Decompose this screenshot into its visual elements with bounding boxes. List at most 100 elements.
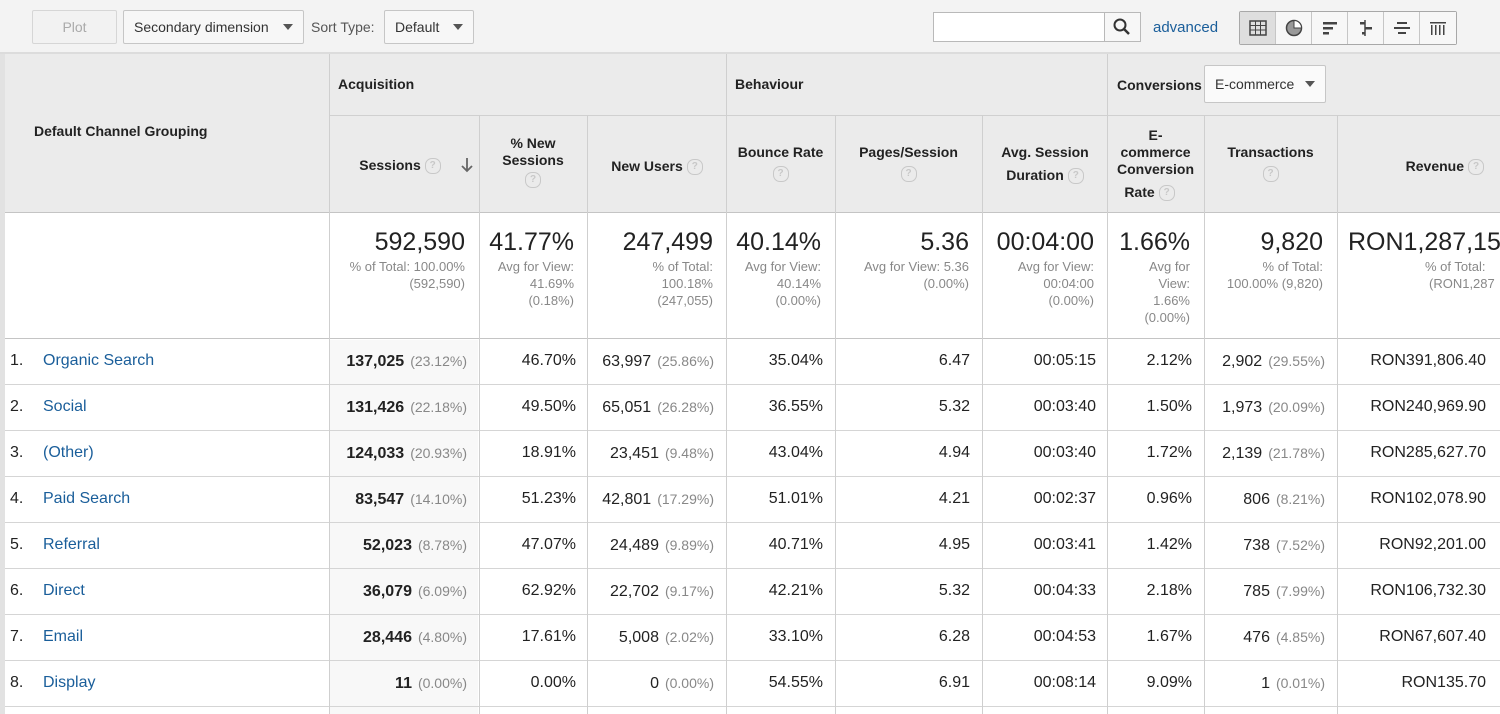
help-icon[interactable]: ? [424, 158, 441, 175]
new-users-cell: 23,451 (9.48%) [610, 443, 714, 464]
avg-session-duration-column-header[interactable]: Avg. Session Duration? [983, 144, 1107, 185]
new-users-header-label: New Users [611, 158, 683, 174]
revenue-cell-value: RON92,201.00 [1379, 536, 1486, 553]
secondary-dimension-label: Secondary dimension [134, 19, 269, 35]
dimension-header[interactable]: Default Channel Grouping [34, 123, 208, 139]
revenue-column-header[interactable]: Revenue? [1338, 158, 1500, 176]
transactions-column-header[interactable]: Transactions ? [1205, 144, 1336, 183]
search-button[interactable] [1105, 12, 1141, 42]
channel-link[interactable]: Direct [43, 582, 85, 599]
percentage-view-button[interactable] [1276, 12, 1312, 44]
revenue-cell-value: RON285,627.70 [1370, 444, 1486, 461]
conversions-goal-select[interactable]: E-commerce [1204, 65, 1326, 103]
comparison-view-button[interactable] [1348, 12, 1384, 44]
revenue-total: RON1,287,15 % of Total: (RON1,287 [1338, 228, 1500, 292]
table-search-input[interactable] [933, 12, 1105, 42]
toolbar-divider [0, 52, 1500, 54]
total-note: Avg for View: [1017, 259, 1094, 274]
new-sessions-cell-value: 46.70% [521, 352, 576, 369]
revenue-cell: RON102,078.90 [1370, 489, 1486, 509]
new-sessions-cell-value: 49.50% [521, 398, 576, 415]
pivot-view-button[interactable] [1420, 12, 1456, 44]
channel-link[interactable]: Email [43, 628, 84, 645]
conversion-rate-cell: 2.18% [1147, 581, 1192, 601]
new-users-cell-percent: (9.48%) [664, 445, 714, 461]
term-cloud-view-button[interactable] [1384, 12, 1420, 44]
new-users-column-header[interactable]: New Users? [589, 158, 725, 176]
sessions-cell-value: 28,446 [363, 629, 412, 646]
new-users-cell-percent: (9.89%) [664, 537, 714, 553]
help-icon[interactable]: ? [686, 159, 703, 176]
sessions-column-header[interactable]: Sessions? [330, 157, 478, 175]
new-sessions-column-header[interactable]: % New Sessions ? [480, 135, 586, 189]
row-divider [5, 614, 1500, 615]
new-users-cell-percent: (25.86%) [657, 353, 714, 369]
transactions-cell-percent: (21.78%) [1268, 445, 1325, 461]
help-icon[interactable]: ? [1158, 185, 1175, 202]
transactions-total-value: 9,820 [1260, 228, 1323, 256]
row-index: 8. [10, 674, 24, 691]
revenue-cell: RON285,627.70 [1370, 443, 1486, 463]
bounce-rate-column-header[interactable]: Bounce Rate ? [727, 144, 834, 183]
new-sessions-cell-value: 18.91% [521, 444, 576, 461]
performance-view-button[interactable] [1312, 12, 1348, 44]
advanced-filter-link[interactable]: advanced [1153, 19, 1219, 36]
revenue-cell: RON92,201.00 [1379, 535, 1486, 555]
revenue-cell: RON106,732.30 [1370, 581, 1486, 601]
secondary-dimension-select[interactable]: Secondary dimension [123, 10, 304, 44]
total-note: (0.18%) [528, 293, 574, 308]
total-note: (592,590) [409, 276, 465, 291]
transactions-cell-value: 1 [1261, 675, 1270, 692]
help-icon[interactable]: ? [772, 166, 789, 183]
sessions-cell: 11 (0.00%) [395, 673, 467, 694]
channel-link[interactable]: Display [43, 674, 96, 691]
channel-link[interactable]: Social [43, 398, 87, 415]
help-icon[interactable]: ? [1468, 159, 1484, 176]
pages-session-total-value: 5.36 [920, 228, 969, 256]
pages-session-cell-value: 5.32 [938, 398, 970, 415]
transactions-cell: 785 (7.99%) [1243, 581, 1325, 602]
total-note: 00:04:00 [1043, 276, 1094, 291]
conversion-rate-column-header[interactable]: E- commerce Conversion Rate? [1108, 127, 1203, 202]
plot-rows-button[interactable]: Plot Rows [32, 10, 117, 67]
transactions-cell: 2,139 (21.78%) [1222, 443, 1325, 464]
conversion-rate-total-value: 1.66% [1119, 228, 1190, 256]
new-sessions-cell-value: 0.00% [530, 674, 576, 691]
data-table-view-button[interactable] [1240, 12, 1276, 44]
bounce-rate-cell: 36.55% [769, 397, 823, 417]
conversion-rate-cell: 2.12% [1147, 351, 1192, 371]
sessions-cell: 137,025 (23.12%) [346, 351, 467, 372]
transactions-cell: 1,973 (20.09%) [1222, 397, 1325, 418]
conversions-select-value: E-commerce [1215, 76, 1295, 92]
bounce-rate-header-label: Bounce Rate [737, 144, 824, 160]
bounce-rate-cell: 33.10% [769, 627, 823, 647]
revenue-cell-value: RON240,969.90 [1370, 398, 1486, 415]
conv-header-line2: commerce [1120, 144, 1191, 160]
sessions-cell-value: 52,023 [363, 537, 412, 554]
sessions-cell: 52,023 (8.78%) [363, 535, 467, 556]
revenue-cell-value: RON391,806.40 [1370, 352, 1486, 369]
conversion-rate-cell: 9.09% [1147, 673, 1192, 693]
new-sessions-cell-value: 17.61% [521, 628, 576, 645]
channel-link[interactable]: Organic Search [43, 352, 155, 369]
pages-session-cell: 6.47 [939, 351, 970, 371]
total-note: 100.18% [661, 276, 713, 291]
pages-session-column-header[interactable]: Pages/Session ? [836, 144, 981, 183]
total-note: 40.14% [776, 276, 821, 291]
channel-link[interactable]: Paid Search [43, 490, 131, 507]
help-icon[interactable]: ? [900, 166, 917, 183]
sort-type-select[interactable]: Default [384, 10, 474, 44]
help-icon[interactable]: ? [1067, 168, 1084, 185]
channel-link[interactable]: Referral [43, 536, 100, 553]
help-icon[interactable]: ? [525, 172, 541, 189]
avg-duration-header-line1: Avg. Session [1001, 144, 1089, 160]
total-note: % of Total: [652, 259, 713, 274]
conv-header-line4: Rate [1124, 184, 1155, 200]
channel-link[interactable]: (Other) [43, 444, 94, 461]
avg-duration-cell-value: 00:03:40 [1033, 444, 1096, 461]
help-icon[interactable]: ? [1262, 166, 1279, 183]
bounce-rate-cell-value: 51.01% [768, 490, 823, 507]
column-divider [479, 115, 480, 714]
row-divider [5, 384, 1500, 385]
sort-descending-icon[interactable] [460, 157, 474, 173]
